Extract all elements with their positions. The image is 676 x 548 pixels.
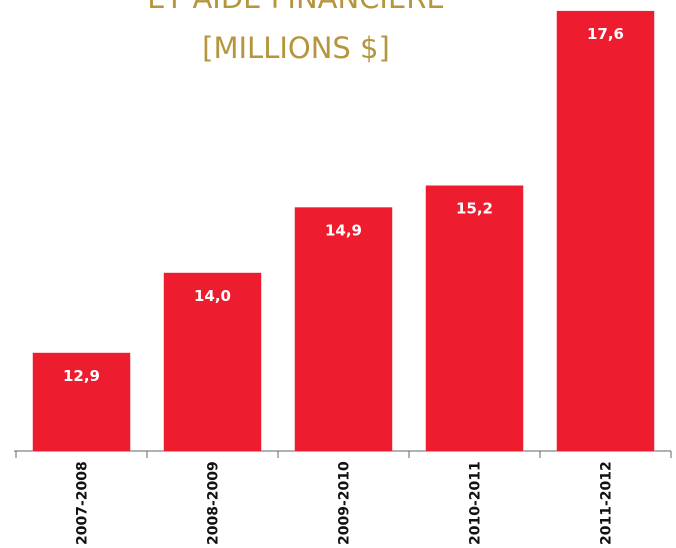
value-label: 15,2 — [456, 199, 493, 217]
bar — [163, 272, 262, 451]
x-tick-label: 2010-2011 — [468, 461, 484, 545]
chart-title: [MILLIONS $] — [202, 31, 390, 65]
value-label: 14,0 — [194, 287, 231, 305]
x-tick-label: 2007-2008 — [75, 461, 91, 545]
bar — [294, 207, 393, 451]
bar — [32, 352, 131, 451]
chart-title: ET AIDE FINANCIÈRE — [147, 0, 445, 15]
bar — [425, 185, 524, 451]
x-tick-label: 2008-2009 — [206, 461, 222, 545]
value-label: 12,9 — [63, 367, 100, 385]
bar — [556, 10, 655, 452]
value-label: 17,6 — [587, 25, 624, 43]
x-tick-label: 2009-2010 — [337, 461, 353, 545]
x-tick-label: 2011-2012 — [599, 461, 615, 545]
value-label: 14,9 — [325, 221, 362, 239]
